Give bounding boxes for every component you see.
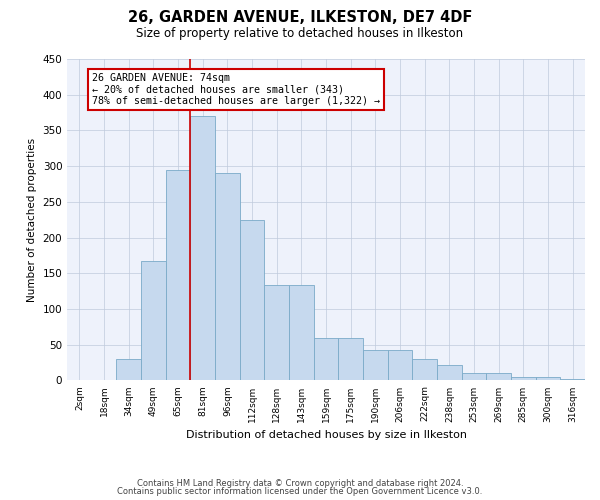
Bar — [511, 377, 536, 380]
X-axis label: Distribution of detached houses by size in Ilkeston: Distribution of detached houses by size … — [185, 430, 467, 440]
Bar — [560, 379, 585, 380]
Text: 26 GARDEN AVENUE: 74sqm
← 20% of detached houses are smaller (343)
78% of semi-d: 26 GARDEN AVENUE: 74sqm ← 20% of detache… — [92, 74, 380, 106]
Bar — [388, 350, 412, 380]
Text: Contains public sector information licensed under the Open Government Licence v3: Contains public sector information licen… — [118, 487, 482, 496]
Bar — [141, 261, 166, 380]
Bar — [116, 359, 141, 380]
Text: 26, GARDEN AVENUE, ILKESTON, DE7 4DF: 26, GARDEN AVENUE, ILKESTON, DE7 4DF — [128, 10, 472, 25]
Text: Size of property relative to detached houses in Ilkeston: Size of property relative to detached ho… — [136, 28, 464, 40]
Bar — [289, 286, 314, 380]
Bar — [536, 377, 560, 380]
Bar — [412, 359, 437, 380]
Text: Contains HM Land Registry data © Crown copyright and database right 2024.: Contains HM Land Registry data © Crown c… — [137, 478, 463, 488]
Bar — [363, 350, 388, 380]
Bar — [487, 372, 511, 380]
Bar — [265, 286, 289, 380]
Bar — [240, 220, 265, 380]
Bar — [338, 338, 363, 380]
Bar — [215, 174, 240, 380]
Y-axis label: Number of detached properties: Number of detached properties — [27, 138, 37, 302]
Bar — [314, 338, 338, 380]
Bar — [190, 116, 215, 380]
Bar — [462, 372, 487, 380]
Bar — [437, 364, 462, 380]
Bar — [166, 170, 190, 380]
